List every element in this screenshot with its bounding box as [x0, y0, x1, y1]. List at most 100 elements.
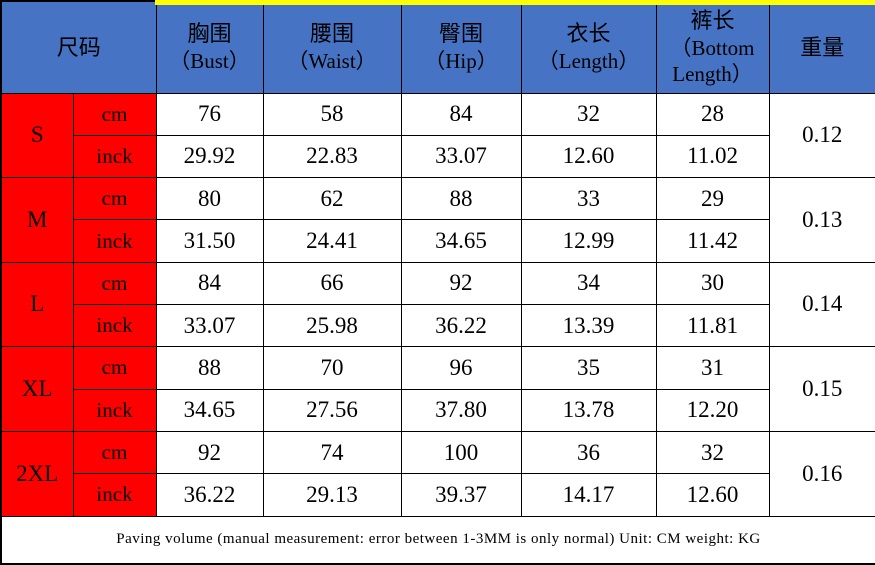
value-cell: 92	[155, 430, 264, 475]
row-2XL-cm: 2XL cm 92 74 100 36 32 0.16	[0, 430, 875, 517]
value-cell: 25.98	[262, 303, 402, 348]
value-cell: 13.39	[520, 303, 657, 348]
weight-value: 0.12	[768, 92, 875, 179]
value-cell: 34.65	[400, 219, 522, 263]
size-label-S: S	[0, 92, 74, 179]
header-waist-cn: 腰围	[310, 21, 355, 47]
header-length-en: （Length）	[537, 48, 640, 73]
value-cell: 24.41	[262, 219, 402, 263]
value-cell: 12.60	[520, 134, 657, 179]
value-cell: 30	[655, 261, 770, 305]
header-hip: 臀围 （Hip）	[400, 0, 522, 94]
size-label-XL: XL	[0, 346, 74, 432]
header-length: 衣长 （Length）	[520, 0, 657, 94]
value-cell: 66	[262, 261, 402, 305]
value-cell: 96	[400, 346, 522, 390]
value-cell: 36	[520, 430, 657, 475]
header-hip-en: （Hip）	[424, 48, 498, 73]
value-cell: 31	[655, 346, 770, 390]
row-XL-inch: inck 34.65 27.56 37.80 13.78 12.20	[1, 388, 875, 432]
row-XL-cm: XL cm 88 70 96 35 31 0.15	[0, 346, 875, 432]
row-L-inch: inck 33.07 25.98 36.22 13.39 11.81	[1, 303, 875, 348]
value-cell: 36.22	[155, 473, 264, 517]
value-cell: 29.92	[155, 134, 264, 179]
weight-value: 0.16	[768, 430, 875, 517]
value-cell: 37.80	[400, 388, 522, 432]
header-bottom-length-en: （Bottom Length）	[670, 35, 755, 86]
unit-label-cm: cm	[72, 92, 157, 136]
value-cell: 100	[400, 430, 522, 475]
unit-label-cm: cm	[72, 261, 157, 305]
header-bust: 胸围 （Bust）	[155, 0, 264, 94]
value-cell: 12.99	[520, 219, 657, 263]
header-waist: 腰围 （Waist）	[262, 0, 402, 94]
unit-label-inch: inck	[72, 134, 157, 179]
table-header: 尺码 胸围 （Bust） 腰围 （Waist） 臀围 （Hip） 衣长 （Len…	[0, 0, 875, 94]
size-label-L: L	[0, 261, 74, 348]
unit-label-cm: cm	[72, 177, 157, 221]
row-S-inch: inck 29.92 22.83 33.07 12.60 11.02	[1, 134, 875, 179]
yellow-highlight-strip	[155, 0, 875, 5]
value-cell: 12.20	[655, 388, 770, 432]
value-cell: 58	[262, 92, 402, 136]
value-cell: 11.81	[655, 303, 770, 348]
value-cell: 31.50	[155, 219, 264, 263]
size-label-2XL: 2XL	[0, 430, 74, 517]
row-2XL-inch: inck 36.22 29.13 39.37 14.17 12.60	[1, 473, 875, 517]
unit-label-cm: cm	[72, 346, 157, 390]
value-cell: 29	[655, 177, 770, 221]
header-row: 尺码 胸围 （Bust） 腰围 （Waist） 臀围 （Hip） 衣长 （Len…	[0, 0, 875, 94]
value-cell: 11.02	[655, 134, 770, 179]
weight-value: 0.14	[768, 261, 875, 348]
header-size-label: 尺码	[56, 34, 101, 60]
value-cell: 88	[400, 177, 522, 221]
value-cell: 62	[262, 177, 402, 221]
value-cell: 32	[655, 430, 770, 475]
value-cell: 34.65	[155, 388, 264, 432]
unit-label-cm: cm	[72, 430, 157, 475]
value-cell: 80	[155, 177, 264, 221]
value-cell: 84	[400, 92, 522, 136]
header-bust-cn: 胸围	[187, 21, 232, 47]
value-cell: 28	[655, 92, 770, 136]
value-cell: 33.07	[155, 303, 264, 348]
table-footer: Paving volume (manual measurement: error…	[0, 515, 875, 565]
value-cell: 12.60	[655, 473, 770, 517]
header-bottom-length-cn: 裤长	[690, 8, 735, 34]
row-M-inch: inck 31.50 24.41 34.65 12.99 11.42	[1, 219, 875, 263]
value-cell: 34	[520, 261, 657, 305]
header-weight: 重量	[768, 0, 875, 94]
value-cell: 36.22	[400, 303, 522, 348]
unit-label-inch: inck	[72, 473, 157, 517]
footer-row: Paving volume (manual measurement: error…	[0, 515, 875, 565]
value-cell: 22.83	[262, 134, 402, 179]
header-bust-en: （Bust）	[169, 48, 250, 73]
unit-label-inch: inck	[72, 303, 157, 348]
weight-value: 0.15	[768, 346, 875, 432]
value-cell: 14.17	[520, 473, 657, 517]
unit-label-inch: inck	[72, 388, 157, 432]
value-cell: 92	[400, 261, 522, 305]
header-waist-en: （Waist）	[287, 48, 377, 73]
header-length-cn: 衣长	[566, 21, 611, 47]
size-label-M: M	[0, 177, 74, 263]
value-cell: 33	[520, 177, 657, 221]
unit-label-inch: inck	[72, 219, 157, 263]
value-cell: 35	[520, 346, 657, 390]
value-cell: 70	[262, 346, 402, 390]
header-hip-cn: 臀围	[439, 21, 484, 47]
value-cell: 11.42	[655, 219, 770, 263]
header-size: 尺码	[0, 0, 157, 94]
footer-note: Paving volume (manual measurement: error…	[0, 515, 875, 565]
header-bottom-length: 裤长 （Bottom Length）	[655, 0, 770, 94]
value-cell: 74	[262, 430, 402, 475]
value-cell: 33.07	[400, 134, 522, 179]
value-cell: 27.56	[262, 388, 402, 432]
value-cell: 29.13	[262, 473, 402, 517]
